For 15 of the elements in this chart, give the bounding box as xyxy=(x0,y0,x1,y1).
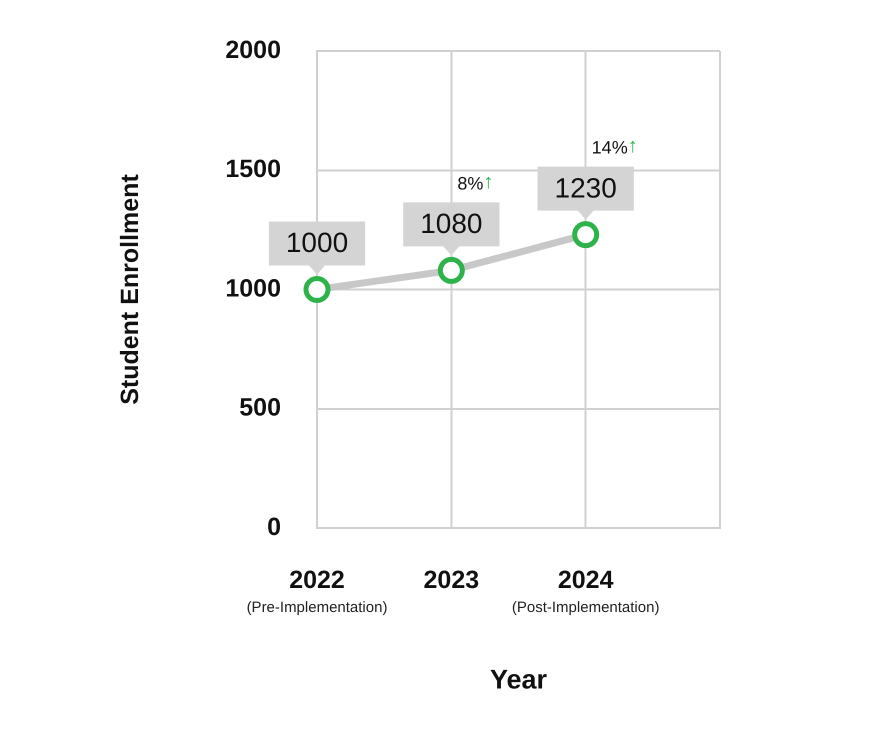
y-axis-title: Student Enrollment xyxy=(116,174,144,405)
y-tick-label: 1500 xyxy=(225,155,281,184)
data-label: 1000 xyxy=(286,227,348,258)
category-label: 2022 (Pre-Implementation) xyxy=(246,566,388,616)
annotation: 14%↑ xyxy=(592,135,638,158)
annotation: 8%↑ xyxy=(457,170,494,194)
y-tick-label: 0 xyxy=(267,512,281,541)
y-tick-label: 500 xyxy=(239,394,281,422)
y-tick-label: 2000 xyxy=(225,36,281,64)
x-tick-label: 2023 xyxy=(424,566,480,594)
data-label: 1080 xyxy=(420,208,482,240)
y-tick-label: 1000 xyxy=(225,274,281,302)
data-label: 1230 xyxy=(554,172,617,204)
category-label: 2024 (Post-Implementation) xyxy=(512,566,660,616)
x-axis-title: Year xyxy=(490,664,548,694)
